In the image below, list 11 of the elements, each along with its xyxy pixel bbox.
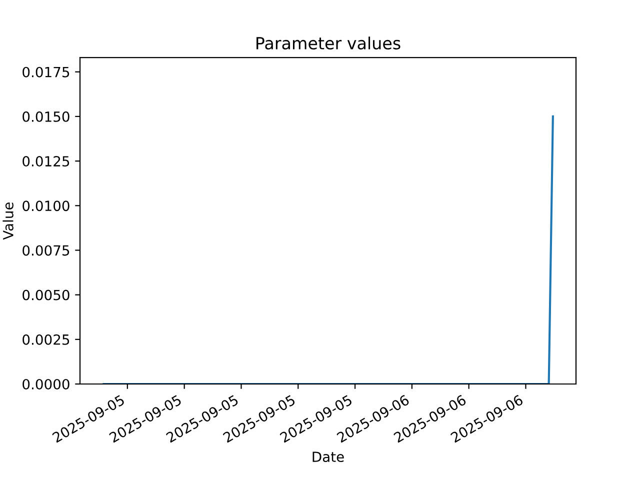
y-tick-label: 0.0175 — [22, 66, 70, 78]
y-tick-label: 0.0150 — [22, 111, 70, 122]
y-tick-label: 0.0075 — [22, 245, 70, 256]
y-axis-title: Value — [2, 202, 14, 240]
y-tick-label: 0.0025 — [22, 334, 70, 345]
y-tick-label: 0.0050 — [22, 290, 70, 300]
y-tick-label: 0.0125 — [22, 156, 70, 167]
x-axis-title: Date — [312, 452, 344, 462]
y-tick-label: 0.0000 — [22, 378, 70, 390]
chart-title: Parameter values — [256, 36, 400, 50]
y-tick-label: 0.0100 — [22, 200, 70, 212]
